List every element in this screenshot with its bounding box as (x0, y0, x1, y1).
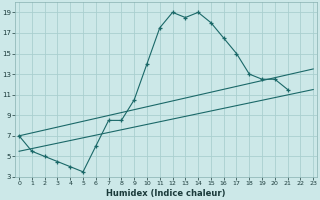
X-axis label: Humidex (Indice chaleur): Humidex (Indice chaleur) (107, 189, 226, 198)
